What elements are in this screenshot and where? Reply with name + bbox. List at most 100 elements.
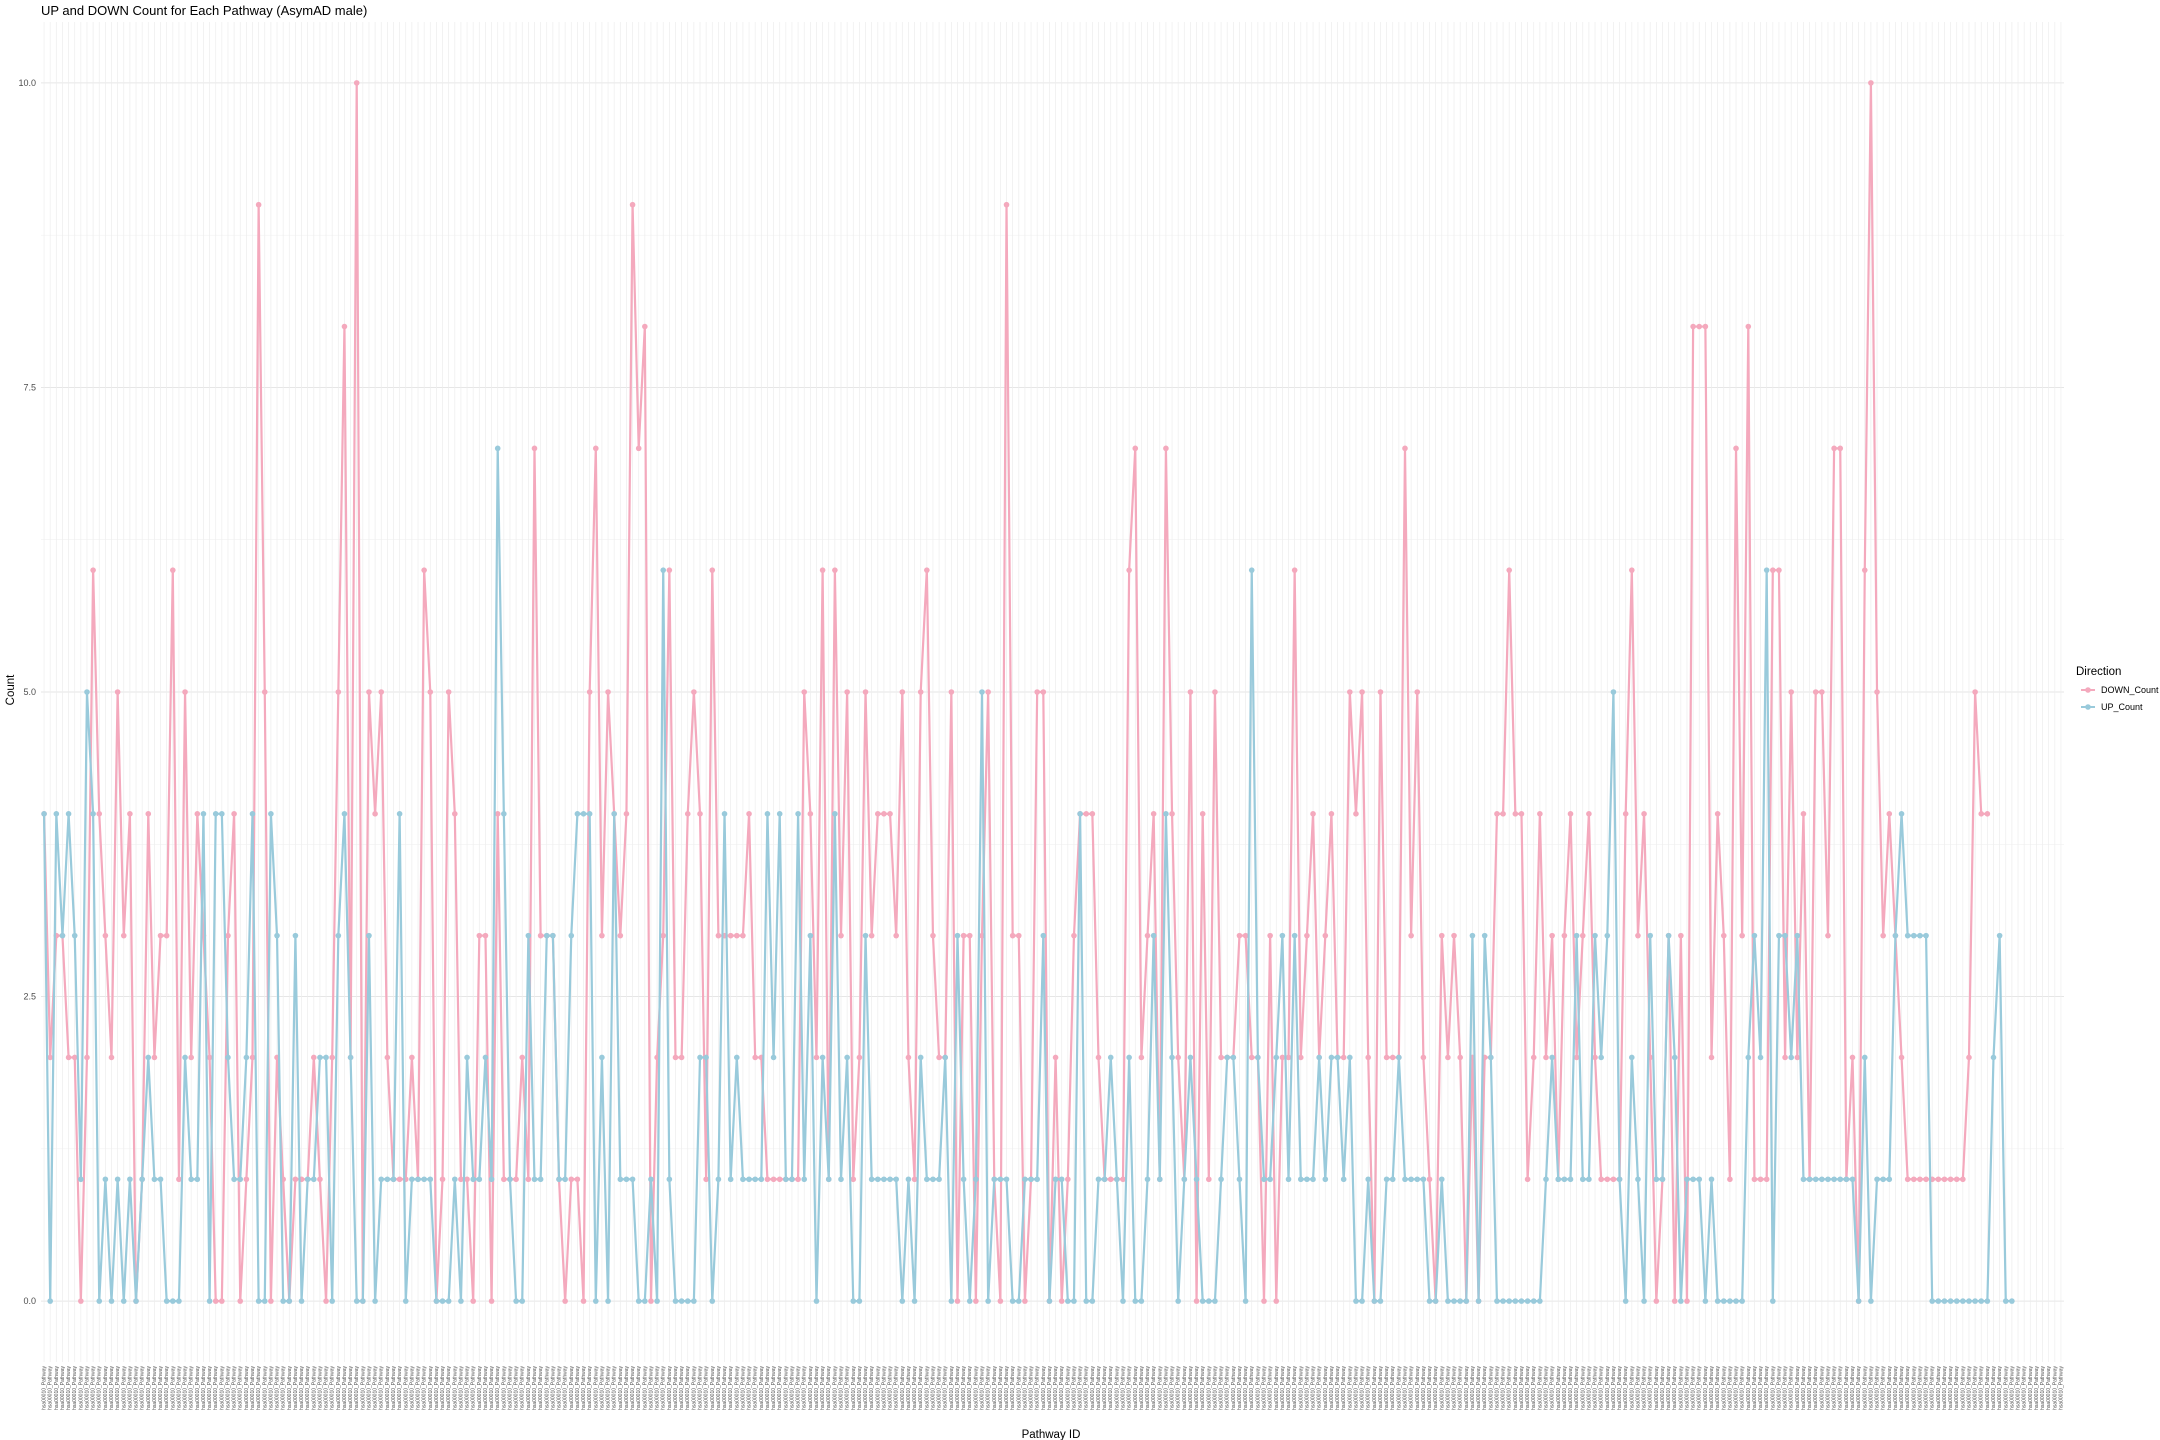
data-point-up-count bbox=[586, 811, 593, 817]
data-point-down-count bbox=[439, 1176, 446, 1183]
x-tick-label: hsa00010_Pathway bbox=[434, 1366, 440, 1410]
x-tick-label: hsa00010_Pathway bbox=[256, 1366, 262, 1410]
data-point-down-count bbox=[384, 1054, 391, 1061]
x-tick-label: hsa00010_Pathway bbox=[888, 1366, 894, 1410]
data-point-up-count bbox=[1132, 1298, 1139, 1304]
data-point-up-count bbox=[1806, 1176, 1813, 1183]
legend-label: UP_Count bbox=[2101, 702, 2143, 712]
x-tick-label: hsa00010_Pathway bbox=[97, 1366, 103, 1410]
x-tick-label: hsa00010_Pathway bbox=[704, 1366, 710, 1410]
data-point-up-count bbox=[445, 1298, 452, 1304]
x-tick-label: hsa00010_Pathway bbox=[1973, 1366, 1979, 1410]
data-point-up-count bbox=[1739, 1298, 1745, 1304]
x-tick-label: hsa00010_Pathway bbox=[1997, 1366, 2003, 1410]
data-point-up-count bbox=[537, 1176, 544, 1183]
x-tick-label: hsa00010_Pathway bbox=[1445, 1366, 1451, 1410]
data-point-down-count bbox=[1776, 567, 1782, 573]
data-point-down-count bbox=[887, 811, 893, 817]
data-point-down-count bbox=[1377, 689, 1384, 695]
data-point-down-count bbox=[1132, 445, 1139, 452]
data-point-up-count bbox=[1960, 1298, 1966, 1304]
x-tick-label: hsa00010_Pathway bbox=[1268, 1366, 1274, 1410]
x-tick-label: hsa00010_Pathway bbox=[287, 1366, 293, 1410]
x-tick-label: hsa00010_Pathway bbox=[1807, 1366, 1813, 1410]
data-point-down-count bbox=[1714, 811, 1721, 817]
data-point-up-count bbox=[1377, 1298, 1384, 1304]
x-tick-label: hsa00010_Pathway bbox=[238, 1366, 244, 1410]
data-point-down-count bbox=[488, 1298, 495, 1304]
data-point-down-count bbox=[1426, 1176, 1433, 1183]
data-point-down-count bbox=[1420, 1054, 1427, 1061]
data-point-down-count bbox=[1236, 932, 1243, 939]
data-point-down-count bbox=[1365, 1054, 1372, 1061]
data-point-up-count bbox=[623, 1176, 630, 1183]
x-tick-label: hsa00010_Pathway bbox=[550, 1366, 556, 1410]
data-point-up-count bbox=[280, 1298, 286, 1304]
data-point-down-count bbox=[243, 1176, 250, 1183]
x-tick-label: hsa00010_Pathway bbox=[1353, 1366, 1359, 1410]
data-point-up-count bbox=[378, 1176, 385, 1183]
legend-items: DOWN_Count UP_Count bbox=[2081, 685, 2159, 712]
data-point-up-count bbox=[59, 932, 66, 939]
x-tick-label: hsa00010_Pathway bbox=[986, 1366, 992, 1410]
data-point-down-count bbox=[170, 567, 176, 573]
data-point-down-count bbox=[1199, 811, 1206, 817]
data-point-up-count bbox=[1463, 1298, 1470, 1304]
x-tick-label: hsa00010_Pathway bbox=[170, 1366, 176, 1410]
x-tick-label: hsa00010_Pathway bbox=[1654, 1366, 1660, 1410]
data-point-down-count bbox=[1408, 932, 1414, 939]
data-point-down-count bbox=[629, 201, 636, 208]
data-point-up-count bbox=[930, 1176, 936, 1183]
x-tick-label: hsa00010_Pathway bbox=[937, 1366, 943, 1410]
data-point-up-count bbox=[1175, 1298, 1181, 1304]
x-tick-label: hsa00010_Pathway bbox=[1108, 1366, 1114, 1410]
data-point-down-count bbox=[1500, 811, 1506, 817]
data-point-up-count bbox=[1996, 932, 2003, 939]
x-tick-label: hsa00010_Pathway bbox=[814, 1366, 820, 1410]
x-tick-label: hsa00010_Pathway bbox=[1409, 1366, 1415, 1410]
data-point-down-count bbox=[1009, 932, 1016, 939]
data-point-down-count bbox=[519, 1054, 526, 1061]
x-tick-label: hsa00010_Pathway bbox=[765, 1366, 771, 1410]
x-tick-label: hsa00010_Pathway bbox=[1887, 1366, 1893, 1410]
data-point-up-count bbox=[1861, 1054, 1868, 1061]
data-point-up-count bbox=[1641, 1298, 1647, 1304]
x-tick-label: hsa00010_Pathway bbox=[299, 1366, 305, 1410]
data-point-down-count bbox=[1696, 323, 1703, 330]
data-point-up-count bbox=[770, 1054, 777, 1061]
data-point-down-count bbox=[709, 567, 716, 573]
x-tick-label: hsa00010_Pathway bbox=[642, 1366, 648, 1410]
data-point-down-count bbox=[225, 932, 231, 939]
data-point-down-count bbox=[531, 445, 538, 452]
data-point-up-count bbox=[1763, 567, 1770, 573]
data-point-up-count bbox=[1218, 1176, 1224, 1183]
data-point-up-count bbox=[881, 1176, 887, 1183]
x-tick-label: hsa00010_Pathway bbox=[1298, 1366, 1304, 1410]
x-tick-label: hsa00010_Pathway bbox=[164, 1366, 170, 1410]
data-point-up-count bbox=[1653, 1176, 1660, 1183]
x-tick-label: hsa00010_Pathway bbox=[1593, 1366, 1599, 1410]
data-point-down-count bbox=[1573, 1054, 1580, 1061]
x-tick-label: hsa00010_Pathway bbox=[1010, 1366, 1016, 1410]
x-tick-label: hsa00010_Pathway bbox=[2058, 1366, 2064, 1410]
data-point-up-count bbox=[1831, 1176, 1837, 1183]
data-point-up-count bbox=[1696, 1176, 1703, 1183]
data-point-up-count bbox=[666, 1176, 673, 1183]
data-point-up-count bbox=[323, 1054, 329, 1061]
x-tick-label: hsa00010_Pathway bbox=[397, 1366, 403, 1410]
data-point-down-count bbox=[268, 1298, 274, 1304]
x-tick-label: hsa00010_Pathway bbox=[1525, 1366, 1531, 1410]
x-tick-label: hsa00010_Pathway bbox=[2034, 1366, 2040, 1410]
data-point-down-count bbox=[1831, 445, 1837, 452]
x-tick-label: hsa00010_Pathway bbox=[1120, 1366, 1126, 1410]
data-point-up-count bbox=[893, 1176, 899, 1183]
x-tick-label: hsa00010_Pathway bbox=[673, 1366, 679, 1410]
data-point-up-count bbox=[1819, 1176, 1825, 1183]
data-point-up-count bbox=[1009, 1298, 1016, 1304]
data-point-down-count bbox=[525, 1176, 532, 1183]
data-point-down-count bbox=[372, 811, 378, 817]
data-point-up-count bbox=[1347, 1054, 1353, 1061]
data-point-down-count bbox=[936, 1054, 942, 1061]
data-point-up-count bbox=[366, 932, 372, 939]
x-tick-label: hsa00010_Pathway bbox=[1255, 1366, 1261, 1410]
